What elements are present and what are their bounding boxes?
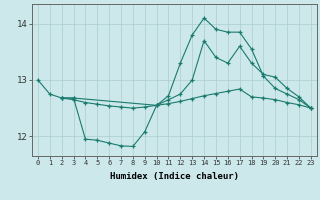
X-axis label: Humidex (Indice chaleur): Humidex (Indice chaleur) <box>110 172 239 181</box>
